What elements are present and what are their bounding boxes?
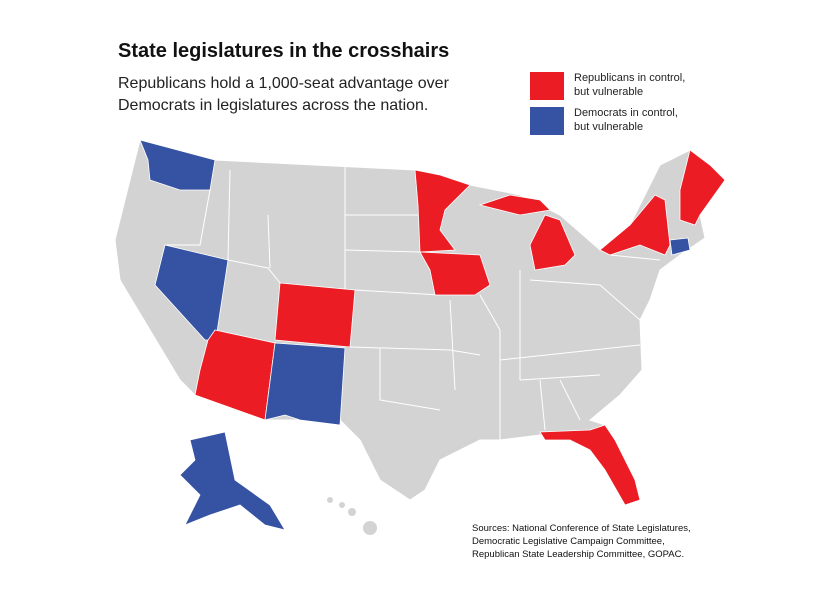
state-borders [165, 165, 661, 440]
us-map [114, 139, 726, 535]
new-york [599, 194, 671, 256]
colorado [274, 282, 356, 348]
alaska [179, 431, 286, 531]
legend-label: but vulnerable [574, 86, 643, 98]
legend-swatch [530, 107, 564, 135]
subtitle: Republicans hold a 1,000-seat advantage … [118, 75, 450, 92]
sources: Republican State Leadership Committee, G… [472, 549, 684, 560]
connecticut [669, 237, 691, 256]
sources: Democratic Legislative Campaign Committe… [472, 536, 665, 547]
michigan-upper [478, 194, 551, 216]
michigan-lower [529, 214, 576, 271]
legend-swatch [530, 72, 564, 100]
subtitle: Democrats in legislatures across the nat… [118, 97, 428, 114]
florida [539, 424, 641, 506]
minnesota [414, 169, 471, 253]
legend-label: Republicans in control, [574, 72, 685, 84]
new-mexico [264, 342, 346, 426]
new-hampshire-maine [679, 149, 726, 226]
hawaii [327, 497, 377, 535]
sources: Sources: National Conference of State Le… [472, 523, 691, 534]
title: State legislatures in the crosshairs [118, 40, 449, 62]
arizona [194, 329, 276, 421]
legend-label: but vulnerable [574, 121, 643, 133]
iowa [419, 251, 491, 296]
legend-label: Democrats in control, [574, 107, 678, 119]
washington [139, 139, 216, 191]
